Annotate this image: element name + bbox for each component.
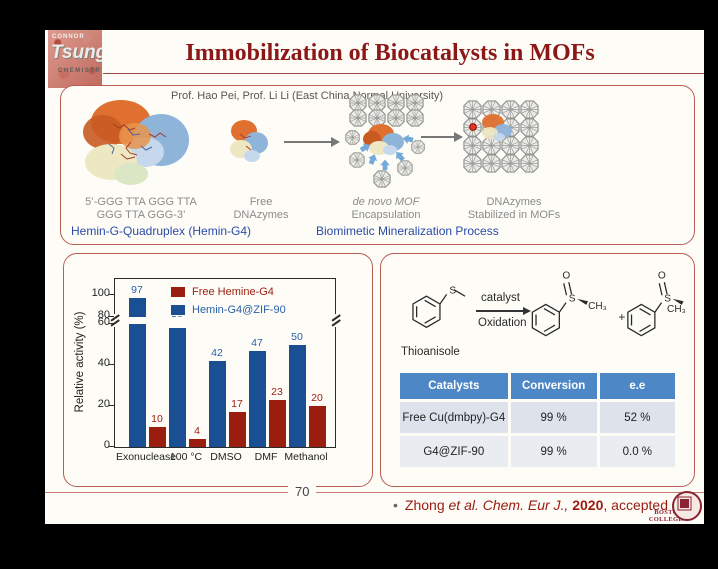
mof-stabilized-image xyxy=(463,100,539,173)
svg-text:CH₃: CH₃ xyxy=(588,301,607,312)
boston-college-text: BOSTON COLLEGE xyxy=(648,509,683,523)
tsung-lab-logo: CONNOR Tsung CHEMISTRY xyxy=(48,30,102,88)
y-tick-mark xyxy=(109,405,114,407)
caption-biomimetic: Biomimetic Mineralization Process xyxy=(316,224,499,238)
legend-item-zif: Hemin-G4@ZIF-90 xyxy=(171,304,286,316)
step-label-encapsulation: de novo MOF Encapsulation xyxy=(351,196,421,221)
y-tick-label: 40 xyxy=(97,357,110,369)
hemin-g4-structure-image xyxy=(83,100,189,185)
y-tick-mark xyxy=(109,364,114,366)
bar-Hemin-G4@ZIF-90 xyxy=(168,328,186,447)
y-tick-mark xyxy=(109,316,114,318)
svg-text:O: O xyxy=(562,271,570,282)
step-label-stabilized: DNAzymes Stabilized in MOFs xyxy=(467,196,561,221)
svg-text:+: + xyxy=(618,310,625,324)
title-underline xyxy=(103,73,704,74)
logo-line1: CONNOR xyxy=(52,34,85,40)
bar-value-label: 42 xyxy=(211,346,223,359)
step-label-sequence: 5’-GGG TTA GGG TTA GGG TTA GGG-3’ xyxy=(85,196,197,221)
bar-Hemin-G4@ZIF-90 xyxy=(248,350,266,447)
axis-break-icon xyxy=(330,314,342,327)
svg-text:S: S xyxy=(664,294,671,305)
bar-Hemin-G4@ZIF-90 xyxy=(288,344,306,447)
svg-text:CH₃: CH₃ xyxy=(667,304,686,315)
bar-value-label: 10 xyxy=(151,412,163,425)
bar-Free Hemine-G4 xyxy=(148,426,166,447)
activity-chart-panel: Relative activity (%) Free Hemine-G4 Hem… xyxy=(63,253,373,487)
reaction-condition-bottom: Oxidation xyxy=(478,317,527,329)
red-dot-marker xyxy=(469,123,477,131)
y-tick-mark xyxy=(109,446,114,448)
bar-Hemin-G4@ZIF-90 xyxy=(208,360,226,447)
reaction-arrow-icon xyxy=(476,306,531,315)
footer-divider xyxy=(45,492,704,493)
scheme-panel: Prof. Hao Pei, Prof. Li Li (East China N… xyxy=(60,85,695,245)
col-header-conversion: Conversion xyxy=(510,373,597,399)
col-header-ee: e.e xyxy=(599,373,675,399)
y-tick-label: 0 xyxy=(103,439,110,451)
svg-text:S: S xyxy=(569,294,576,305)
bar-value-label: 17 xyxy=(231,398,243,411)
y-tick-label: 60 xyxy=(97,316,110,328)
bar-Free Hemine-G4 xyxy=(308,406,326,447)
chart-legend: Free Hemine-G4 Hemin-G4@ZIF-90 xyxy=(171,286,286,322)
bar-Free Hemine-G4 xyxy=(268,399,286,447)
mof-encapsulation-image xyxy=(345,94,425,188)
caption-hemin-g4: Hemin-G-Quadruplex (Hemin-G4) xyxy=(71,224,252,238)
page-number: 70 xyxy=(288,484,317,499)
molecule-decoration-icon xyxy=(612,30,704,72)
x-tick-label: DMF xyxy=(254,451,278,463)
col-header-catalysts: Catalysts xyxy=(400,373,508,399)
bar-value-label: 4 xyxy=(194,424,200,437)
citation: • Zhong et al. Chem. Eur J., 2020, accept… xyxy=(393,497,668,513)
catalysis-results-table: Catalysts Conversion e.e Free Cu(dmbpy)-… xyxy=(397,370,678,470)
bar-value-label: 97 xyxy=(131,284,143,297)
x-tick-label: Exonuclease xyxy=(115,451,177,463)
axis-break-gap xyxy=(115,317,335,324)
reaction-scheme-image: S S O CH₃ + xyxy=(412,271,686,337)
bar-value-label: 23 xyxy=(271,385,283,398)
slide-title: Immobilization of Biocatalysts in MOFs xyxy=(185,40,595,66)
table-row: G4@ZIF-90 99 % 0.0 % xyxy=(400,436,675,467)
bar-value-label: 47 xyxy=(251,336,263,349)
y-tick-label: 20 xyxy=(97,398,110,410)
arrow-right-icon xyxy=(421,132,463,142)
bar-Hemin-G4@ZIF-90 xyxy=(128,298,146,447)
reactant-label: Thioanisole xyxy=(401,346,460,358)
arrow-right-icon xyxy=(284,137,340,147)
free-dnazyme-image xyxy=(230,120,268,162)
catalysis-panel: S S O CH₃ + xyxy=(380,253,695,487)
bar-value-label: 50 xyxy=(291,330,303,343)
reaction-condition-top: catalyst xyxy=(481,292,520,304)
legend-swatch-blue xyxy=(171,305,185,315)
x-tick-label: 100 °C xyxy=(169,451,203,463)
chart-plot: Free Hemine-G4 Hemin-G4@ZIF-90 975842475… xyxy=(109,278,342,448)
x-tick-label: Methanol xyxy=(284,451,328,463)
svg-text:S: S xyxy=(449,285,456,296)
presentation-slide: CONNOR Tsung CHEMISTRY Immobilization of… xyxy=(45,30,704,524)
citation-bullet: • xyxy=(393,497,398,513)
y-tick-label: 100 xyxy=(91,287,110,299)
logo-main: Tsung xyxy=(51,42,102,63)
legend-swatch-red xyxy=(171,287,185,297)
y-tick-mark xyxy=(109,294,114,296)
bar-Free Hemine-G4 xyxy=(228,412,246,447)
logo-sub: CHEMISTRY xyxy=(58,68,102,74)
legend-item-free: Free Hemine-G4 xyxy=(171,286,286,298)
step-label-free-dnazymes: Free DNAzymes xyxy=(233,196,289,221)
x-tick-label: DMSO xyxy=(210,451,242,463)
bar-Free Hemine-G4 xyxy=(188,438,206,447)
bar-value-label: 20 xyxy=(311,392,323,404)
y-tick-mark xyxy=(109,323,114,325)
table-row: Free Cu(dmbpy)-G4 99 % 52 % xyxy=(400,402,675,433)
table-header-row: Catalysts Conversion e.e xyxy=(400,373,675,399)
y-tick-label: 80 xyxy=(97,309,110,321)
svg-text:O: O xyxy=(658,271,666,282)
boston-college-logo: BOSTON COLLEGE xyxy=(637,491,704,523)
boston-college-seal-icon xyxy=(672,491,702,521)
